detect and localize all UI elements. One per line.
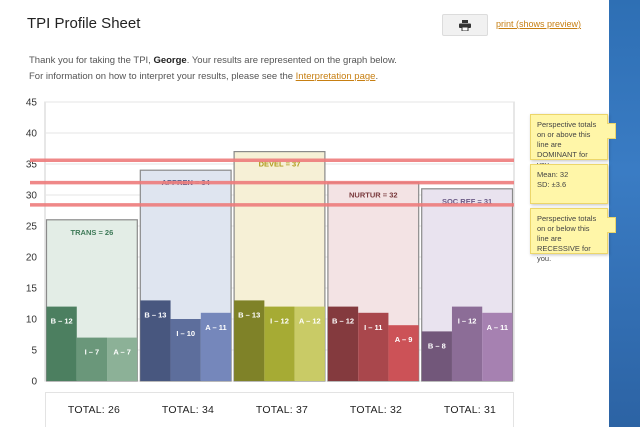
interpretation-link[interactable]: Interpretation page <box>295 71 376 82</box>
component-bar-label: A – 7 <box>113 348 131 357</box>
y-tick-label: 35 <box>26 160 38 171</box>
component-bar <box>294 306 325 381</box>
perspective-label: NURTUR = 32 <box>349 191 398 200</box>
y-tick-label: 45 <box>26 98 38 109</box>
y-tick-label: 15 <box>26 284 38 295</box>
component-bar <box>170 319 201 381</box>
user-name: George <box>153 55 187 66</box>
component-bar <box>234 300 265 381</box>
intro-line1-prefix: Thank you for taking the TPI, <box>29 55 154 66</box>
component-bar <box>107 337 138 381</box>
recessive-note: Perspective totals on or below this line… <box>530 208 608 263</box>
perspective-label: SOC REF = 31 <box>442 197 492 206</box>
component-bar-label: I – 10 <box>176 329 195 338</box>
perspective-label: TRANS = 26 <box>71 228 114 237</box>
component-bar-label: I – 12 <box>270 317 289 326</box>
print-preview-link[interactable]: print (shows preview) <box>496 19 582 29</box>
component-bar <box>421 331 452 381</box>
intro-line1-suffix: . Your results are represented on the gr… <box>186 55 397 66</box>
component-bar-label: I – 11 <box>364 323 382 332</box>
print-button[interactable] <box>442 14 488 36</box>
total-trans: TOTAL: 26 <box>67 404 121 416</box>
component-bar-label: I – 7 <box>85 348 100 357</box>
component-bar-label: A – 9 <box>395 335 413 344</box>
component-bar-label: B – 12 <box>332 317 354 326</box>
component-bar <box>76 337 108 381</box>
recessive-note-tab <box>607 217 616 233</box>
component-bar-label: B – 12 <box>51 317 73 326</box>
component-bar-label: B – 8 <box>428 341 446 350</box>
total-nurtur: TOTAL: 32 <box>349 404 403 416</box>
mean-text: Mean: 32 <box>537 170 569 179</box>
component-bar <box>264 306 295 381</box>
component-bar <box>327 306 359 381</box>
component-bar <box>358 312 389 381</box>
y-tick-label: 20 <box>26 253 38 264</box>
totals-row <box>45 392 514 427</box>
y-tick-label: 5 <box>31 346 37 357</box>
component-bar <box>200 312 232 381</box>
component-bar-label: I – 12 <box>458 317 477 326</box>
y-tick-label: 10 <box>26 315 38 326</box>
sd-text: SD: ±3.6 <box>537 180 567 189</box>
component-bar-label: A – 11 <box>487 323 508 332</box>
total-devel: TOTAL: 37 <box>255 404 309 416</box>
component-bar <box>140 300 171 381</box>
intro-line2-prefix: For information on how to interpret your… <box>29 71 296 82</box>
y-tick-label: 0 <box>31 377 37 388</box>
component-bar <box>451 306 483 381</box>
component-bar-label: A – 12 <box>299 317 321 326</box>
stats-note: Mean: 32 SD: ±3.6 <box>530 164 608 204</box>
component-bar <box>388 325 419 381</box>
perspective-label: DEVEL = 37 <box>259 160 301 169</box>
browser-edge-panel <box>609 0 640 427</box>
intro-line2-suffix: . <box>375 71 379 82</box>
printer-icon <box>459 19 471 31</box>
dominant-note: Perspective totals on or above this line… <box>530 114 608 169</box>
component-bar <box>482 312 513 381</box>
component-bar-label: B – 13 <box>238 310 260 319</box>
page-title: TPI Profile Sheet <box>27 15 141 32</box>
component-bar-label: B – 13 <box>144 310 166 319</box>
total-socref: TOTAL: 31 <box>443 404 497 416</box>
component-bar <box>46 306 77 381</box>
total-appren: TOTAL: 34 <box>161 404 215 416</box>
intro-text: Thank you for taking the TPI, George. Yo… <box>29 53 397 85</box>
y-tick-label: 25 <box>26 222 38 233</box>
component-bar-label: A – 11 <box>205 323 226 332</box>
y-tick-label: 30 <box>26 191 38 202</box>
dominant-note-tab <box>607 123 616 139</box>
y-tick-label: 40 <box>26 129 38 140</box>
